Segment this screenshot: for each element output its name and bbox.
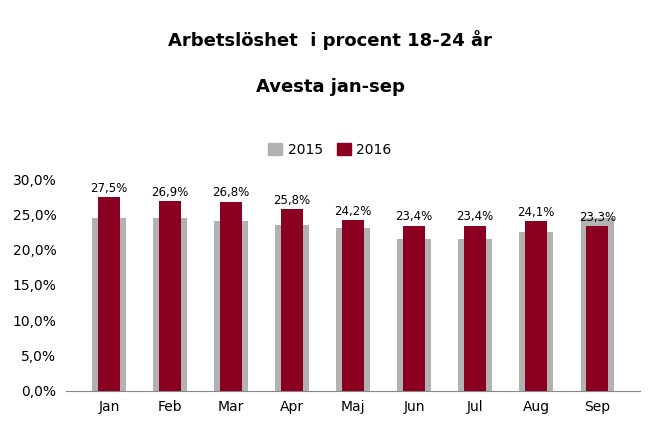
Bar bbox=[519, 232, 553, 391]
Text: 23,4%: 23,4% bbox=[395, 210, 433, 224]
Text: Avesta jan-sep: Avesta jan-sep bbox=[255, 78, 405, 96]
Bar bbox=[397, 239, 431, 391]
Text: 23,3%: 23,3% bbox=[579, 211, 616, 224]
Bar bbox=[220, 201, 242, 391]
Bar bbox=[153, 218, 187, 391]
Text: 26,9%: 26,9% bbox=[151, 186, 189, 199]
Bar bbox=[281, 209, 303, 391]
Bar bbox=[403, 226, 425, 391]
Bar bbox=[159, 201, 181, 391]
Bar bbox=[214, 221, 248, 391]
Text: 24,1%: 24,1% bbox=[517, 206, 555, 219]
Text: 25,8%: 25,8% bbox=[273, 194, 311, 207]
Bar bbox=[337, 228, 370, 391]
Text: 24,2%: 24,2% bbox=[335, 205, 372, 218]
Bar bbox=[275, 225, 309, 391]
Bar bbox=[581, 218, 614, 391]
Bar bbox=[464, 226, 486, 391]
Text: 26,8%: 26,8% bbox=[213, 187, 249, 200]
Bar bbox=[586, 226, 609, 391]
Bar bbox=[525, 220, 547, 391]
Bar bbox=[98, 197, 120, 391]
Text: Arbetslöshet  i procent 18-24 år: Arbetslöshet i procent 18-24 år bbox=[168, 30, 492, 50]
Text: 27,5%: 27,5% bbox=[90, 181, 127, 194]
Bar bbox=[92, 218, 125, 391]
Bar bbox=[459, 239, 492, 391]
Legend: 2015, 2016: 2015, 2016 bbox=[263, 137, 397, 162]
Bar bbox=[342, 220, 364, 391]
Text: 23,4%: 23,4% bbox=[457, 210, 494, 224]
